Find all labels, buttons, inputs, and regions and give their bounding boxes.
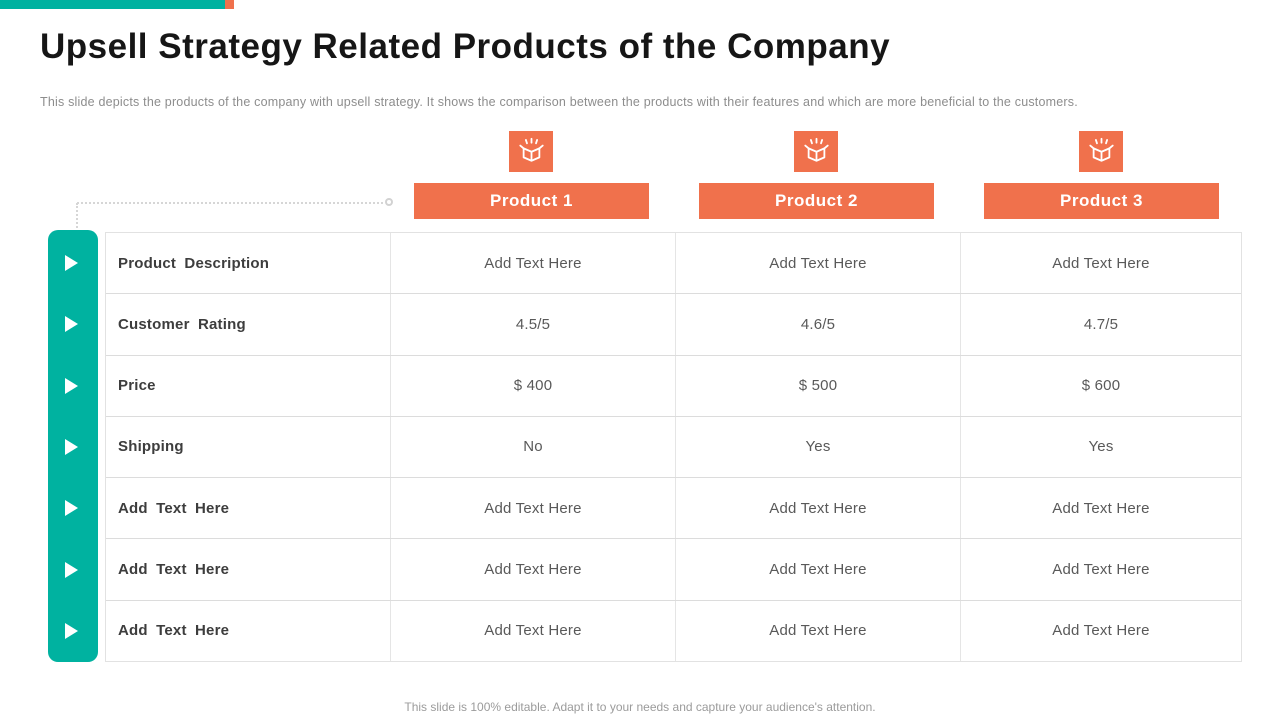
slide-footer-note: This slide is 100% editable. Adapt it to…: [404, 700, 876, 714]
open-box-icon: [518, 136, 545, 168]
row-value: Add Text Here: [1052, 622, 1150, 640]
product-1-header: Product 1: [414, 183, 649, 219]
product-2-header: Product 2: [699, 183, 934, 219]
row-value: Add Text Here: [391, 539, 676, 600]
row-value: Add Text Here: [391, 478, 676, 539]
top-accent-orange-bar: [225, 0, 234, 9]
row-arrow-icon: [65, 500, 78, 516]
connector-endpoint-circle: [385, 198, 393, 206]
row-arrow-icon: [65, 562, 78, 578]
slide-subtitle: This slide depicts the products of the c…: [40, 95, 1078, 109]
table-row: Shipping No Yes Yes: [106, 416, 1241, 479]
table-row: Add Text Here Add Text Here Add Text Her…: [106, 478, 1241, 540]
row-value: Add Text Here: [1052, 254, 1150, 272]
row-value: Add Text Here: [676, 233, 961, 294]
row-label: Add Text Here: [106, 539, 391, 600]
table-row: Price $ 400 $ 500 $ 600: [106, 355, 1241, 417]
row-arrow-icon: [65, 623, 78, 639]
row-value: $ 500: [676, 355, 961, 416]
row-value: Yes: [676, 416, 961, 478]
row-arrow-icon: [65, 378, 78, 394]
row-value: $ 600: [1081, 377, 1121, 395]
row-label: Product Description: [106, 233, 391, 294]
row-label: Shipping: [106, 416, 391, 478]
row-value: 4.7/5: [1083, 315, 1119, 333]
row-label: Add Text Here: [106, 600, 391, 661]
row-value: Add Text Here: [391, 233, 676, 294]
row-value: Add Text Here: [676, 539, 961, 600]
row-value: 4.6/5: [676, 294, 961, 355]
row-label: Customer Rating: [106, 294, 391, 355]
row-arrow-icon: [65, 439, 78, 455]
row-value: No: [391, 416, 676, 478]
product-3-icon-box: [1079, 131, 1123, 172]
table-row: Product Description Add Text Here Add Te…: [106, 233, 1241, 295]
row-value: Add Text Here: [676, 600, 961, 661]
connector-line-horizontal: [77, 202, 383, 204]
table-row: Add Text Here Add Text Here Add Text Her…: [106, 539, 1241, 601]
row-value: Add Text Here: [676, 478, 961, 539]
row-arrow-icon: [65, 255, 78, 271]
comparison-table: Product Description Add Text Here Add Te…: [105, 232, 1242, 662]
row-arrow-icon: [65, 316, 78, 332]
row-value: Add Text Here: [1052, 561, 1150, 579]
table-row: Add Text Here Add Text Here Add Text Her…: [106, 600, 1241, 661]
product-3-header: Product 3: [984, 183, 1219, 219]
row-value: $ 400: [391, 355, 676, 416]
page-title: Upsell Strategy Related Products of the …: [40, 27, 891, 66]
row-value: Yes: [1088, 438, 1114, 456]
product-2-icon-box: [794, 131, 838, 172]
row-label: Price: [106, 355, 391, 416]
top-accent-teal-bar: [0, 0, 225, 9]
row-label: Add Text Here: [106, 478, 391, 539]
open-box-icon: [1088, 136, 1115, 168]
row-value: 4.5/5: [391, 294, 676, 355]
row-value: Add Text Here: [1052, 499, 1150, 517]
open-box-icon: [803, 136, 830, 168]
product-1-icon-box: [509, 131, 553, 172]
row-value: Add Text Here: [391, 600, 676, 661]
table-row: Customer Rating 4.5/5 4.6/5 4.7/5: [106, 294, 1241, 356]
